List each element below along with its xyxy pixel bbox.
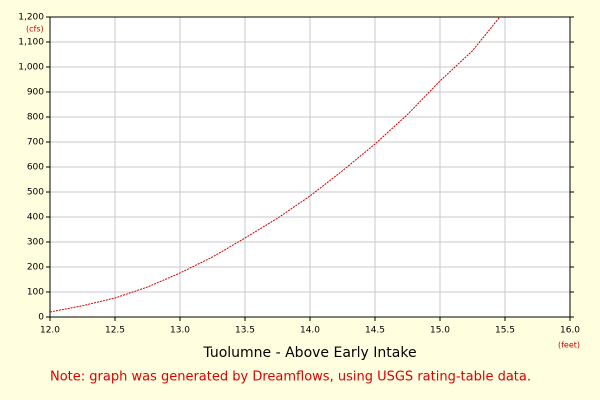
x-tick-label: 15.5	[495, 326, 515, 336]
y-tick-label: 800	[27, 113, 44, 123]
x-tick-label: 16.0	[560, 326, 580, 336]
y-tick-label: 400	[27, 213, 44, 223]
x-tick-label: 12.5	[105, 326, 125, 336]
plot-frame	[49, 16, 571, 318]
y-tick-label: 500	[27, 188, 44, 198]
note: Note: graph was generated by Dreamflows,…	[50, 370, 531, 385]
y-tick-label: 1,100	[18, 38, 44, 48]
data-line	[49, 16, 501, 313]
y-tick-label: 600	[27, 163, 44, 173]
y-tick-label: 300	[27, 238, 44, 248]
y-tick-label: 700	[27, 138, 44, 148]
y-unit: (cfs)	[26, 25, 44, 34]
y-tick-label: 200	[27, 263, 44, 273]
y-tick-label: 100	[27, 288, 44, 298]
y-tick-label: 0	[38, 313, 44, 323]
x-tick-label: 13.5	[235, 326, 255, 336]
y-tick-label: 1,000	[18, 63, 44, 73]
x-tick-label: 14.0	[300, 326, 320, 336]
x-unit: (feet)	[558, 341, 580, 350]
y-tick-label: 1,200	[18, 13, 44, 23]
x-tick-label: 12.0	[40, 326, 60, 336]
y-tick-label: 900	[27, 88, 44, 98]
x-tick-label: 14.5	[365, 326, 385, 336]
chart-title: Tuolumne - Above Early Intake	[202, 345, 416, 361]
x-tick-label: 13.0	[170, 326, 190, 336]
x-tick-label: 15.0	[430, 326, 450, 336]
